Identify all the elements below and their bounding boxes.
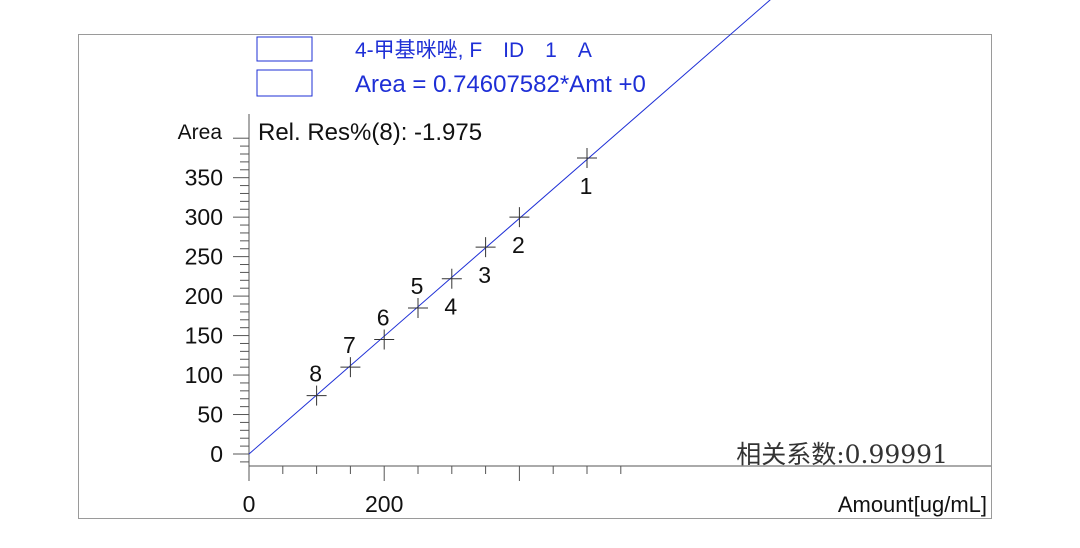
data-point [340,357,361,378]
y-tick-label: 50 [197,402,223,428]
data-point [509,207,530,228]
y-tick-label: 350 [185,165,223,191]
data-point-label: 7 [343,332,356,358]
legend-swatch-compound [256,36,313,62]
data-point-label: 4 [444,294,457,320]
data-point-label: 2 [512,232,525,258]
legend-equation-label: Area = 0.74607582*Amt +0 [355,71,646,98]
x-axis-title: Amount[ug/mL] [838,492,987,517]
data-point-label: 3 [478,262,491,288]
chart-frame [78,34,992,519]
y-tick-label: 200 [185,283,223,309]
data-point [441,268,462,289]
fit-line [248,0,771,455]
x-tick-label: 0 [243,491,256,517]
data-point [306,385,327,406]
y-tick-label: 150 [185,323,223,349]
correlation-annotation: 相关系数:0.99991 [736,440,948,469]
data-point [408,297,428,318]
axes-layer: 0 50 100 150 200 250 300 350 0 200 [185,114,991,517]
x-tick-label: 200 [365,491,403,517]
fit-layer [248,0,771,455]
legend-compound-label: 4-甲基咪唑, F ID 1 A [355,39,592,62]
legend-swatch-equation [256,69,313,97]
data-point [475,237,496,258]
y-tick-label: 250 [185,244,223,270]
data-point-label: 8 [309,361,322,387]
rel-res-annotation: Rel. Res%(8): -1.975 [258,119,482,146]
y-tick-label: 100 [185,362,223,388]
y-tick-label: 0 [210,441,223,467]
data-point [577,147,597,168]
data-point [374,329,395,350]
y-axis-title: Area [178,121,223,144]
data-point-label: 1 [580,173,593,199]
y-tick-label: 300 [185,204,223,230]
data-point-label: 5 [411,273,424,299]
data-point-label: 6 [377,305,390,331]
